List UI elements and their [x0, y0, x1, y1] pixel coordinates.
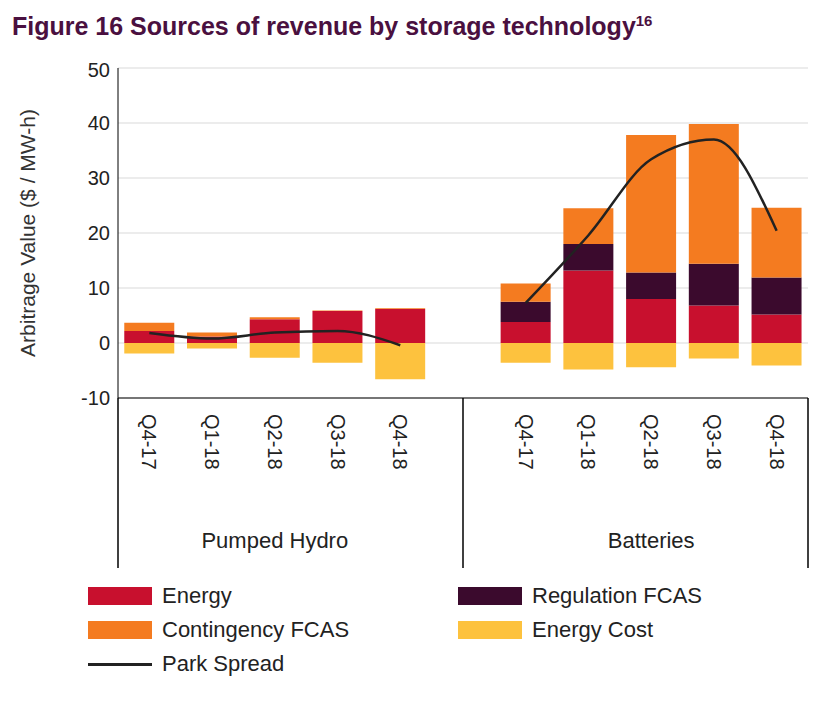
svg-text:-10: -10 — [81, 387, 110, 409]
svg-text:Q1-18: Q1-18 — [577, 414, 599, 470]
svg-text:20: 20 — [88, 222, 110, 244]
svg-text:Q4-17: Q4-17 — [138, 414, 160, 470]
svg-text:10: 10 — [88, 277, 110, 299]
html-text:Regulation FCAS: Regulation FCAS — [532, 583, 702, 608]
svg-text:Q4-17: Q4-17 — [515, 414, 537, 470]
svg-text:Batteries: Batteries — [608, 528, 695, 553]
svg-text:Q2-18: Q2-18 — [264, 414, 286, 470]
html-text:Park Spread: Park Spread — [162, 651, 285, 676]
svg-text:40: 40 — [88, 112, 110, 134]
svg-text:Q2-18: Q2-18 — [640, 414, 662, 470]
svg-text:Arbitrage Value ($ / MW-h): Arbitrage Value ($ / MW-h) — [16, 109, 39, 357]
svg-text:Q1-18: Q1-18 — [201, 414, 223, 470]
svg-text:Q4-18: Q4-18 — [389, 414, 411, 470]
svg-text:30: 30 — [88, 167, 110, 189]
html-text:Energy: Energy — [162, 583, 232, 608]
svg-text:0: 0 — [99, 332, 110, 354]
svg-text:Q3-18: Q3-18 — [327, 414, 349, 470]
svg-text:Q4-18: Q4-18 — [766, 414, 788, 470]
svg-text:Q3-18: Q3-18 — [703, 414, 725, 470]
html-text:Contingency FCAS: Contingency FCAS — [162, 617, 350, 642]
svg-text:Pumped Hydro: Pumped Hydro — [201, 528, 348, 553]
html-text:Energy Cost: Energy Cost — [532, 617, 654, 642]
svg-text:50: 50 — [88, 59, 110, 81]
html-text:Figure 16 Sources of revenue b: Figure 16 Sources of revenue by storage … — [12, 12, 653, 41]
